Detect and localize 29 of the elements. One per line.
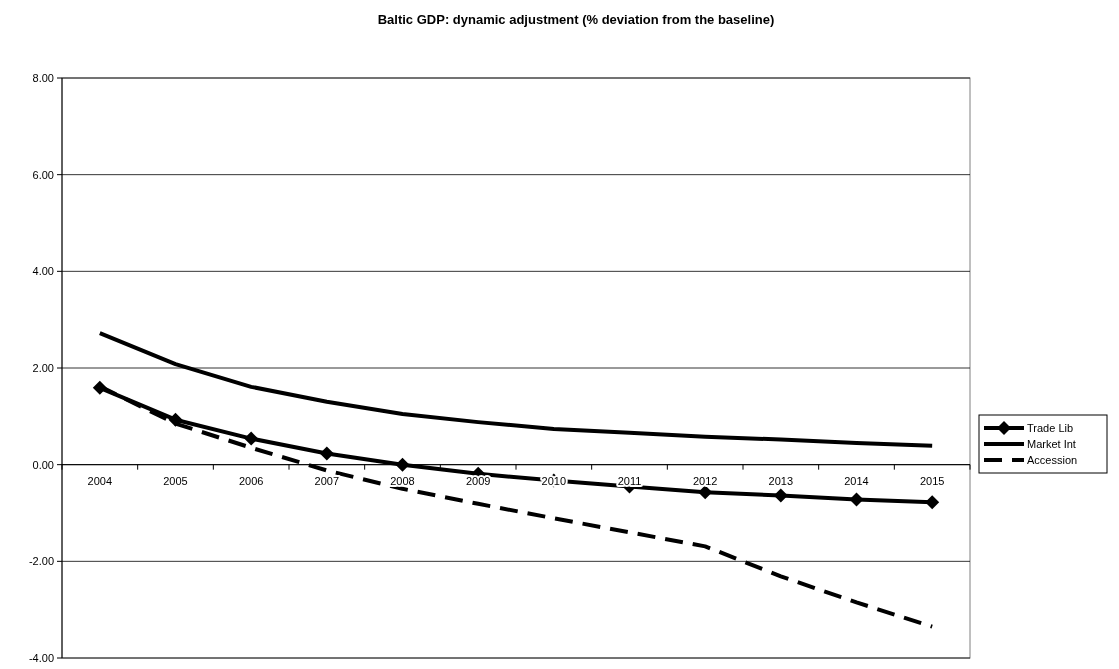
- x-tick-label: 2009: [465, 474, 491, 487]
- chart-title: Baltic GDP: dynamic adjustment (% deviation from the baseline): [377, 12, 775, 27]
- point: [773, 488, 788, 503]
- y-tick-label: -4.00: [28, 651, 54, 664]
- x-tick-label: 2013: [768, 474, 794, 487]
- y-tick-label: 0.00: [32, 458, 54, 471]
- x-tick-label: 2007: [314, 474, 340, 487]
- y-tick-label: 2.00: [32, 361, 54, 374]
- y-tick-label: -2.00: [28, 555, 54, 568]
- x-tick-label: 2015: [919, 474, 945, 487]
- legend-label: Trade Lib: [1027, 421, 1074, 434]
- point: [395, 457, 410, 472]
- x-tick-label: 2008: [390, 474, 415, 487]
- y-tick-label: 4.00: [32, 265, 54, 278]
- x-tick-label: 2014: [844, 474, 869, 487]
- y-tick-label: 8.00: [32, 71, 54, 84]
- legend-label: Accession: [1027, 453, 1078, 466]
- x-tick-label: 2012: [692, 474, 718, 487]
- point: [319, 446, 334, 461]
- point: [849, 492, 864, 507]
- point: [925, 495, 940, 510]
- point: [698, 485, 713, 500]
- legend-label: Market Int: [1027, 437, 1076, 450]
- x-tick-label: 2011: [617, 474, 642, 487]
- x-tick-label: 2005: [163, 474, 188, 487]
- x-tick-label: 2004: [87, 474, 113, 487]
- y-tick-label: 6.00: [32, 168, 54, 181]
- point: [244, 431, 259, 446]
- x-tick-label: 2006: [238, 474, 264, 487]
